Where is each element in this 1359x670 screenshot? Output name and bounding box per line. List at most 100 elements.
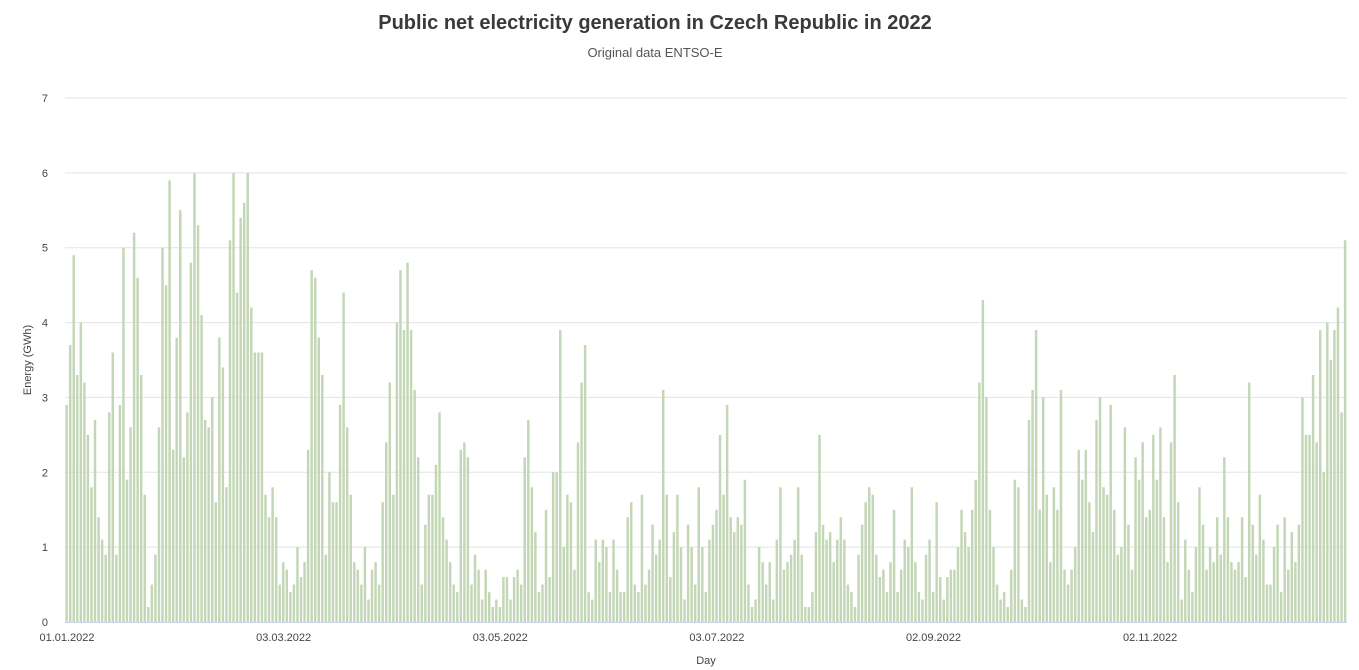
bar (530, 487, 534, 622)
bar (445, 539, 448, 622)
bar (637, 592, 640, 622)
bar (349, 494, 352, 622)
bar (104, 554, 107, 622)
bar (960, 509, 963, 622)
bar (125, 479, 129, 622)
bar (569, 502, 573, 622)
bar (1237, 562, 1240, 622)
bar (676, 494, 679, 622)
bar (598, 562, 601, 622)
bar (1098, 397, 1102, 622)
bar (285, 569, 289, 622)
bar (907, 547, 910, 622)
bar (534, 532, 537, 622)
bar (1279, 592, 1283, 622)
bar (509, 599, 512, 622)
bar (253, 352, 257, 622)
bar (1013, 479, 1017, 622)
bar (583, 345, 587, 622)
bar (463, 442, 466, 622)
bar (1024, 607, 1027, 622)
bar (750, 607, 754, 622)
bar (1066, 584, 1070, 622)
bar (1102, 487, 1105, 622)
bar (942, 599, 946, 622)
bar (527, 419, 530, 622)
bar (608, 592, 612, 622)
bar (693, 584, 697, 622)
bar (264, 494, 267, 622)
bar (878, 577, 882, 622)
bar (1294, 562, 1297, 622)
bar (1262, 539, 1265, 622)
bar (1308, 434, 1311, 622)
bar (470, 584, 473, 622)
bar (1059, 389, 1063, 622)
bar (271, 487, 274, 622)
bar (353, 562, 356, 622)
bar (715, 509, 718, 622)
bar (186, 412, 189, 622)
bar (317, 337, 320, 622)
bar (612, 539, 615, 622)
x-tick-label: 03.05.2022 (473, 632, 528, 644)
bar (882, 569, 885, 622)
bar (413, 389, 416, 622)
bar (768, 562, 771, 622)
bar (1137, 479, 1141, 622)
bar (207, 427, 210, 622)
bar (1073, 547, 1077, 622)
bar (832, 562, 835, 622)
bar (438, 412, 441, 622)
bar (154, 554, 157, 622)
bar (1010, 569, 1013, 622)
bar (328, 472, 331, 622)
bar (740, 524, 743, 622)
bar (388, 382, 392, 622)
y-tick-label: 0 (42, 617, 48, 629)
bar (910, 487, 914, 622)
bar (480, 599, 484, 622)
bar (1244, 577, 1247, 622)
bar (786, 562, 789, 622)
bar (179, 210, 182, 623)
bar (1304, 434, 1308, 622)
bar (1247, 382, 1251, 622)
bar (72, 255, 75, 622)
bar (235, 292, 239, 622)
bar (395, 322, 399, 622)
bar (555, 472, 558, 622)
bar (605, 547, 608, 622)
bar (566, 494, 569, 622)
bar (1201, 524, 1205, 622)
bar (1265, 584, 1269, 622)
bar (1031, 389, 1034, 622)
bar (211, 397, 214, 622)
bar (122, 247, 125, 622)
bar (250, 307, 253, 622)
bar (232, 172, 235, 622)
x-axis-label: Day (696, 655, 716, 667)
bar (246, 172, 249, 622)
bar (850, 592, 853, 622)
bar (452, 584, 455, 622)
bar (196, 225, 200, 622)
bar (331, 502, 335, 622)
bar (143, 494, 146, 622)
bar (704, 592, 708, 622)
bar (296, 547, 299, 622)
bar (615, 569, 619, 622)
bar (1287, 569, 1290, 622)
bar (1081, 479, 1084, 622)
bar (1219, 554, 1223, 622)
bar (214, 502, 218, 622)
x-axis-ticks: 01.01.2022 03.03.2022 03.05.2022 03.07.2022… (39, 632, 1177, 644)
bar (679, 547, 683, 622)
bar (132, 232, 136, 622)
bar (1276, 524, 1279, 622)
bar (409, 330, 413, 622)
bar (761, 562, 764, 622)
bar (370, 569, 374, 622)
bar (385, 442, 388, 622)
